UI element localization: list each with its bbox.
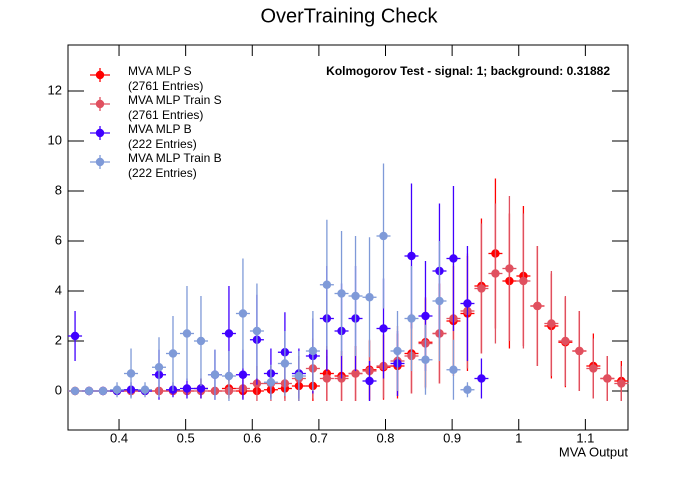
- data-point: [252, 326, 262, 336]
- data-point: [84, 386, 94, 396]
- y-tick-label: 0: [55, 382, 62, 397]
- data-point: [477, 374, 486, 383]
- data-point: [589, 364, 598, 373]
- legend-marker: [95, 128, 105, 138]
- data-point: [519, 276, 528, 286]
- legend-entries: (222 Entries): [128, 166, 197, 180]
- data-point: [280, 359, 290, 368]
- plot-frame: [67, 44, 629, 431]
- data-point: [294, 371, 304, 381]
- x-tick-label: 0.8: [376, 430, 394, 445]
- legend-label: MVA MLP S: [128, 64, 192, 78]
- data-point: [379, 324, 388, 333]
- y-tick-label: 6: [55, 232, 62, 247]
- y-tick-label: 10: [48, 132, 62, 147]
- data-point: [154, 363, 164, 372]
- data-point: [407, 314, 416, 323]
- data-point: [196, 384, 206, 393]
- x-tick-label: 0.4: [110, 430, 128, 445]
- data-point: [449, 365, 458, 374]
- y-tick-label: 12: [48, 82, 62, 97]
- data-point: [505, 264, 514, 273]
- data-point: [365, 293, 374, 302]
- data-point: [182, 384, 192, 393]
- data-point: [463, 299, 472, 308]
- data-point: [421, 355, 430, 364]
- x-tick-label: 0.9: [443, 430, 461, 445]
- legend-label: MVA MLP Train B: [128, 151, 222, 165]
- chart-title: OverTraining Check: [260, 5, 438, 27]
- legend-label: MVA MLP B: [128, 122, 192, 136]
- x-axis-label: MVA Output: [559, 444, 629, 459]
- data-point: [449, 254, 458, 263]
- annotation: Kolmogorov Test - signal: 1; background:…: [326, 64, 610, 78]
- legend-marker: [95, 157, 105, 167]
- data-point: [224, 329, 234, 338]
- legend-entries: (2761 Entries): [128, 108, 203, 122]
- data-point: [491, 269, 500, 278]
- legend-entries: (222 Entries): [128, 137, 197, 151]
- data-point: [238, 309, 248, 318]
- data-point: [224, 371, 234, 381]
- legend-marker: [95, 99, 105, 109]
- data-point: [168, 349, 178, 358]
- data-point: [603, 374, 612, 383]
- data-point: [308, 346, 318, 356]
- data-point: [351, 291, 360, 301]
- data-point: [463, 385, 472, 394]
- data-point: [561, 336, 570, 346]
- legend-label: MVA MLP Train S: [128, 93, 222, 107]
- data-point: [547, 319, 556, 328]
- y-tick-label: 8: [55, 182, 62, 197]
- data-point: [266, 378, 276, 387]
- x-tick-label: 0.5: [177, 430, 195, 445]
- data-point: [210, 370, 220, 379]
- data-point: [477, 284, 486, 293]
- data-point: [322, 374, 332, 383]
- data-point: [407, 251, 416, 261]
- x-tick-label: 1.1: [576, 430, 594, 445]
- data-point: [70, 386, 80, 396]
- x-tick-label: 0.7: [310, 430, 328, 445]
- data-point: [238, 370, 248, 379]
- data-point: [617, 379, 626, 388]
- data-point: [533, 301, 542, 311]
- legend-marker: [95, 70, 105, 80]
- data-point: [182, 329, 192, 338]
- data-point: [140, 385, 150, 394]
- data-point: [435, 296, 444, 306]
- data-point: [196, 336, 206, 346]
- data-point: [126, 369, 136, 378]
- x-tick-label: 1: [515, 430, 522, 445]
- data-point: [112, 385, 122, 394]
- x-tick-label: 0.6: [243, 430, 261, 445]
- data-point: [575, 346, 584, 356]
- data-point: [393, 346, 402, 356]
- data-point: [322, 280, 332, 289]
- data-point: [337, 289, 346, 298]
- y-tick-label: 2: [55, 332, 62, 347]
- data-point: [379, 231, 388, 241]
- data-point: [98, 386, 108, 396]
- data-point: [365, 376, 374, 386]
- data-point: [351, 369, 360, 378]
- data-point: [421, 311, 430, 321]
- legend-entries: (2761 Entries): [128, 79, 203, 93]
- y-tick-label: 4: [55, 282, 62, 297]
- data-point: [70, 331, 80, 341]
